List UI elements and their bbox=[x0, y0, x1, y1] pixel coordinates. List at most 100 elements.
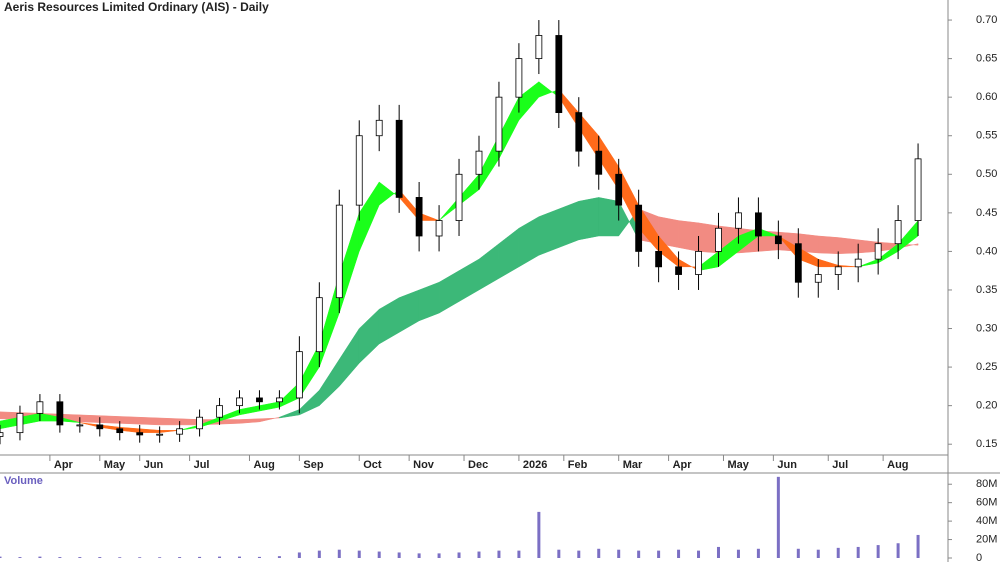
candle-body bbox=[655, 251, 663, 268]
candle-body bbox=[375, 119, 383, 137]
volume-tick-label: 40M bbox=[976, 515, 997, 527]
chart-title: Aeris Resources Limited Ordinary (AIS) -… bbox=[4, 0, 269, 14]
volume-bar bbox=[457, 552, 461, 558]
volume-bar bbox=[617, 549, 621, 558]
candle-body bbox=[295, 351, 303, 399]
volume-bar bbox=[417, 553, 421, 558]
y-tick-label: 0.65 bbox=[976, 53, 997, 65]
x-tick-label: Jun bbox=[144, 459, 164, 471]
candle-body bbox=[236, 397, 243, 407]
candle-body bbox=[455, 173, 463, 221]
y-tick-label: 0.35 bbox=[976, 284, 997, 296]
ribbon-segment bbox=[538, 208, 560, 256]
candle-body bbox=[475, 150, 483, 175]
volume-bar bbox=[297, 552, 301, 558]
candle-body bbox=[834, 266, 842, 275]
x-tick-label: Jul bbox=[194, 459, 210, 471]
volume-bar bbox=[916, 534, 920, 558]
ribbon-segment bbox=[99, 415, 120, 424]
candle-body bbox=[695, 251, 702, 275]
volume-bar bbox=[517, 550, 521, 558]
candle-body bbox=[435, 220, 443, 237]
candle-body bbox=[595, 150, 603, 175]
x-tick-label: Mar bbox=[623, 459, 643, 471]
candle-body bbox=[196, 416, 203, 430]
volume-bar bbox=[896, 543, 900, 558]
candle-body bbox=[735, 212, 742, 229]
volume-bar bbox=[637, 550, 641, 558]
volume-bar bbox=[477, 551, 481, 558]
ribbon-segment bbox=[159, 417, 180, 426]
candle-body bbox=[335, 204, 343, 299]
candle-body bbox=[0, 432, 4, 437]
volume-bar bbox=[0, 556, 2, 558]
volume-bar bbox=[218, 556, 222, 558]
y-tick-label: 0.70 bbox=[976, 14, 997, 26]
volume-bar bbox=[198, 556, 202, 558]
volume-bar bbox=[277, 556, 281, 558]
ribbon-segment bbox=[818, 235, 839, 254]
candle-body bbox=[96, 424, 104, 430]
y-tick-label: 0.40 bbox=[976, 245, 997, 257]
x-tick-label: Jun bbox=[777, 459, 797, 471]
volume-bar bbox=[856, 546, 860, 558]
volume-bar bbox=[736, 549, 740, 558]
candle-body bbox=[814, 274, 822, 283]
ribbon-segment bbox=[678, 220, 699, 252]
candle-body bbox=[615, 173, 623, 206]
volume-bar bbox=[437, 553, 441, 558]
ribbon-segment bbox=[79, 414, 101, 423]
volume-bar bbox=[816, 549, 820, 558]
volume-tick-label: 20M bbox=[976, 533, 997, 545]
volume-bar bbox=[138, 557, 142, 558]
volume-bar bbox=[597, 548, 601, 558]
candle-body bbox=[76, 424, 84, 427]
candle-body bbox=[56, 401, 64, 426]
volume-bar bbox=[257, 556, 261, 558]
ribbon-segment bbox=[139, 416, 160, 426]
y-tick-label: 0.50 bbox=[976, 168, 997, 180]
ribbon-segment bbox=[558, 200, 580, 248]
candle-body bbox=[515, 58, 523, 98]
volume-bar bbox=[237, 556, 241, 558]
volume-bar bbox=[397, 552, 401, 558]
volume-bar bbox=[377, 551, 381, 558]
candle-body bbox=[116, 428, 124, 434]
volume-tick-label: 80M bbox=[976, 478, 997, 490]
y-tick-label: 0.55 bbox=[976, 130, 997, 142]
candle-body bbox=[894, 220, 902, 245]
x-tick-label: Oct bbox=[363, 459, 382, 471]
ribbon-segment bbox=[578, 197, 599, 241]
candle-body bbox=[635, 204, 643, 252]
y-tick-label: 0.60 bbox=[976, 91, 997, 103]
candle-body bbox=[315, 297, 323, 353]
y-tick-label: 0.45 bbox=[976, 207, 997, 219]
candle-body bbox=[415, 197, 423, 237]
volume-bar bbox=[716, 546, 720, 558]
candle-body bbox=[575, 112, 583, 152]
volume-bar bbox=[876, 545, 880, 558]
candle-body bbox=[555, 35, 563, 113]
volume-bar bbox=[836, 547, 840, 558]
volume-bar bbox=[98, 557, 102, 558]
x-tick-label: May bbox=[727, 459, 749, 471]
candle-body bbox=[535, 35, 543, 60]
x-tick-label: Aug bbox=[253, 459, 274, 471]
volume-bar bbox=[677, 549, 681, 558]
candle-body bbox=[495, 96, 503, 152]
volume-bar bbox=[118, 557, 122, 558]
volume-bar bbox=[317, 550, 321, 558]
volume-bar bbox=[697, 550, 701, 558]
candle-body bbox=[874, 243, 882, 260]
volume-label: Volume bbox=[4, 475, 43, 487]
volume-bar bbox=[796, 548, 800, 558]
candle-body bbox=[156, 433, 164, 436]
volume-bar bbox=[557, 549, 561, 558]
x-tick-label: May bbox=[104, 459, 126, 471]
candle-body bbox=[774, 235, 782, 245]
y-tick-label: 0.30 bbox=[976, 322, 997, 334]
candle-body bbox=[16, 412, 24, 434]
candle-body bbox=[755, 212, 762, 237]
candle-body bbox=[854, 258, 862, 268]
y-tick-label: 0.15 bbox=[976, 438, 997, 450]
